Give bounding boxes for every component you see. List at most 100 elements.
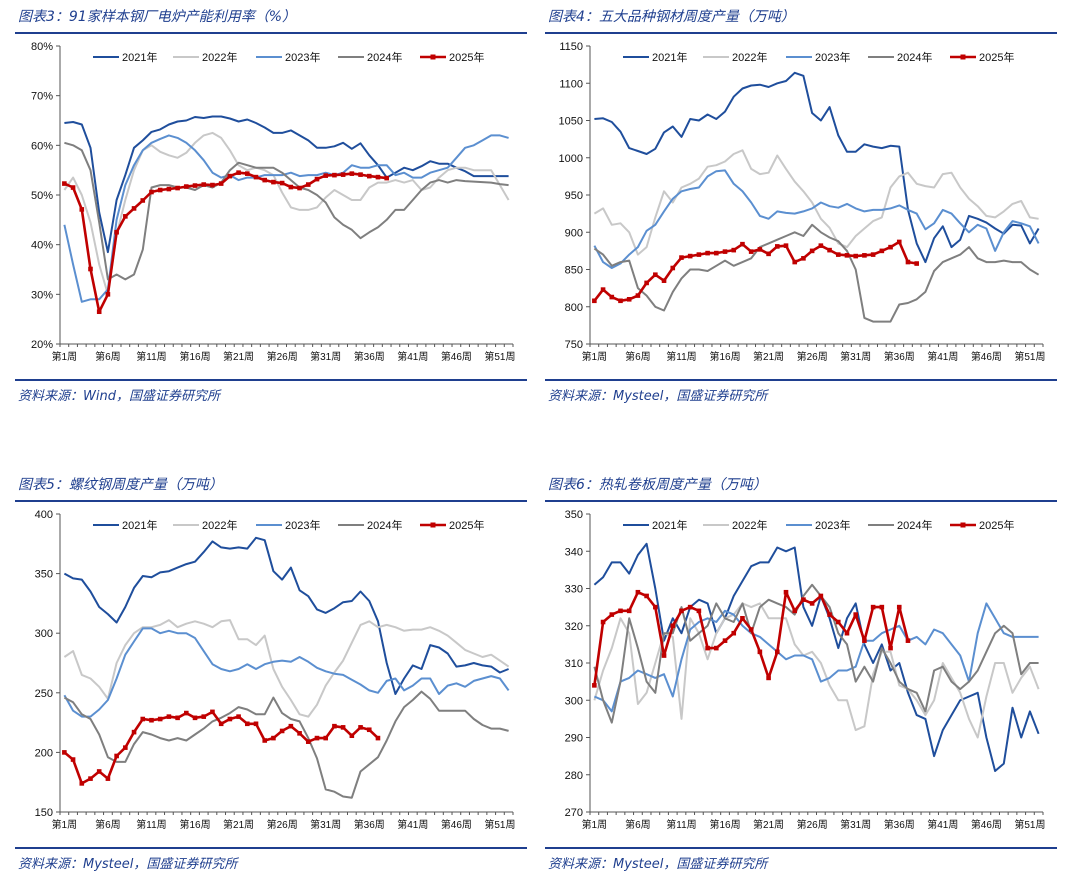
data-point-marker (862, 638, 867, 643)
x-tick-label: 第51周 (484, 818, 515, 831)
x-tick-label: 第21周 (753, 350, 784, 363)
y-tick-label: 60% (31, 140, 53, 152)
data-point-marker (774, 244, 780, 249)
data-point-marker (670, 623, 676, 629)
x-tick-label: 第31周 (310, 818, 341, 831)
y-tick-label: 80% (31, 41, 53, 53)
data-point-marker (722, 249, 728, 254)
data-point-marker (253, 174, 259, 180)
data-point-marker (123, 745, 128, 750)
legend-label: 2021年 (652, 518, 687, 532)
series-line-2023年 (593, 602, 1039, 713)
data-point-marker (766, 675, 771, 681)
chart-panel-5: 图表5：螺纹钢周度产量（万吨） 150 200 250 300 350 400 第1周 第6周… (15, 474, 527, 894)
data-point-marker (288, 184, 294, 190)
x-tick-label: 第1周 (582, 818, 608, 831)
source-divider (545, 379, 1057, 381)
series-line-2021年 (64, 115, 509, 254)
chart-area: 270 280 290 300 310 320 330 340 350 第1周 第6周 第11周 第16… (565, 509, 1046, 831)
y-tick-label: 340 (565, 546, 583, 558)
chart-source: 资料来源：Mysteel，国盛证券研究所 (548, 857, 768, 872)
data-point-marker (166, 714, 172, 719)
y-tick-label: 270 (565, 807, 583, 819)
data-point-marker (131, 729, 137, 735)
series-line-2024年 (593, 583, 1039, 724)
data-point-marker (305, 182, 311, 187)
legend-label: 2022年 (732, 518, 767, 532)
title-divider (15, 32, 527, 34)
data-point-marker (297, 185, 302, 191)
data-point-marker (175, 715, 180, 721)
series-line-2023年 (593, 169, 1040, 269)
data-point-marker (114, 229, 119, 235)
data-point-marker (123, 214, 128, 219)
data-point-marker (748, 249, 754, 254)
data-point-marker (618, 298, 623, 304)
y-tick-label: 1150 (559, 41, 583, 53)
legend-marker (960, 522, 966, 528)
series-line-2024年 (593, 223, 1040, 323)
data-point-marker (801, 256, 806, 261)
legend-marker (430, 522, 436, 528)
data-point-marker (262, 738, 268, 743)
series-line-2023年 (63, 134, 509, 303)
x-tick-label: 第1周 (582, 350, 608, 363)
chart-panel-4: 图表4：五大品种钢材周度产量（万吨） 750 800 850 900 950 1000 10… (545, 6, 1057, 426)
y-tick-label: 1000 (559, 153, 583, 165)
x-tick-label: 第46周 (441, 818, 472, 831)
series-line-2022年 (63, 619, 510, 718)
x-tick-label: 第36周 (354, 350, 385, 363)
data-point-marker (96, 309, 102, 315)
data-point-marker (635, 589, 641, 595)
data-point-marker (696, 252, 702, 257)
data-point-marker (870, 604, 876, 610)
data-point-marker (626, 608, 632, 614)
data-point-marker (375, 735, 381, 741)
legend-label: 2022年 (202, 518, 237, 532)
x-tick-label: 第36周 (884, 818, 915, 831)
data-point-marker (879, 604, 885, 610)
x-tick-label: 第31周 (840, 818, 871, 831)
data-point-marker (323, 173, 329, 178)
data-point-marker (244, 171, 250, 176)
data-point-marker (140, 716, 146, 722)
data-point-marker (149, 189, 154, 195)
x-tick-label: 第16周 (179, 350, 210, 363)
data-point-marker (332, 723, 337, 729)
x-tick-label: 第41周 (927, 818, 958, 831)
data-point-marker (748, 627, 754, 632)
series-line-2021年 (594, 71, 1040, 264)
data-point-marker (896, 239, 902, 245)
data-point-marker (870, 252, 876, 257)
data-point-marker (687, 604, 693, 610)
y-tick-label: 30% (31, 289, 53, 301)
y-tick-label: 250 (35, 688, 53, 700)
data-point-marker (644, 593, 649, 599)
x-tick-label: 第11周 (136, 818, 166, 831)
data-point-marker (626, 297, 632, 302)
y-tick-label: 400 (35, 509, 53, 521)
data-point-marker (888, 244, 893, 250)
x-tick-label: 第41周 (927, 350, 958, 363)
legend-label: 2023年 (285, 518, 320, 532)
data-point-marker (592, 298, 597, 304)
data-point-marker (818, 593, 824, 599)
data-point-marker (714, 645, 719, 651)
x-tick-label: 第16周 (179, 818, 210, 831)
y-tick-label: 950 (565, 190, 583, 202)
legend-marker (960, 54, 966, 60)
data-point-marker (218, 721, 224, 727)
data-point-marker (844, 253, 850, 258)
legend-label: 2023年 (815, 50, 850, 64)
legend-label: 2025年 (979, 518, 1014, 532)
data-point-marker (783, 243, 789, 248)
data-point-marker (297, 731, 302, 736)
data-point-marker (896, 604, 902, 610)
y-tick-label: 350 (35, 569, 53, 581)
data-point-marker (818, 243, 824, 248)
data-point-marker (879, 248, 885, 254)
y-tick-label: 850 (565, 265, 583, 277)
data-point-marker (722, 638, 728, 643)
data-point-marker (79, 207, 85, 212)
y-tick-label: 350 (565, 509, 583, 521)
